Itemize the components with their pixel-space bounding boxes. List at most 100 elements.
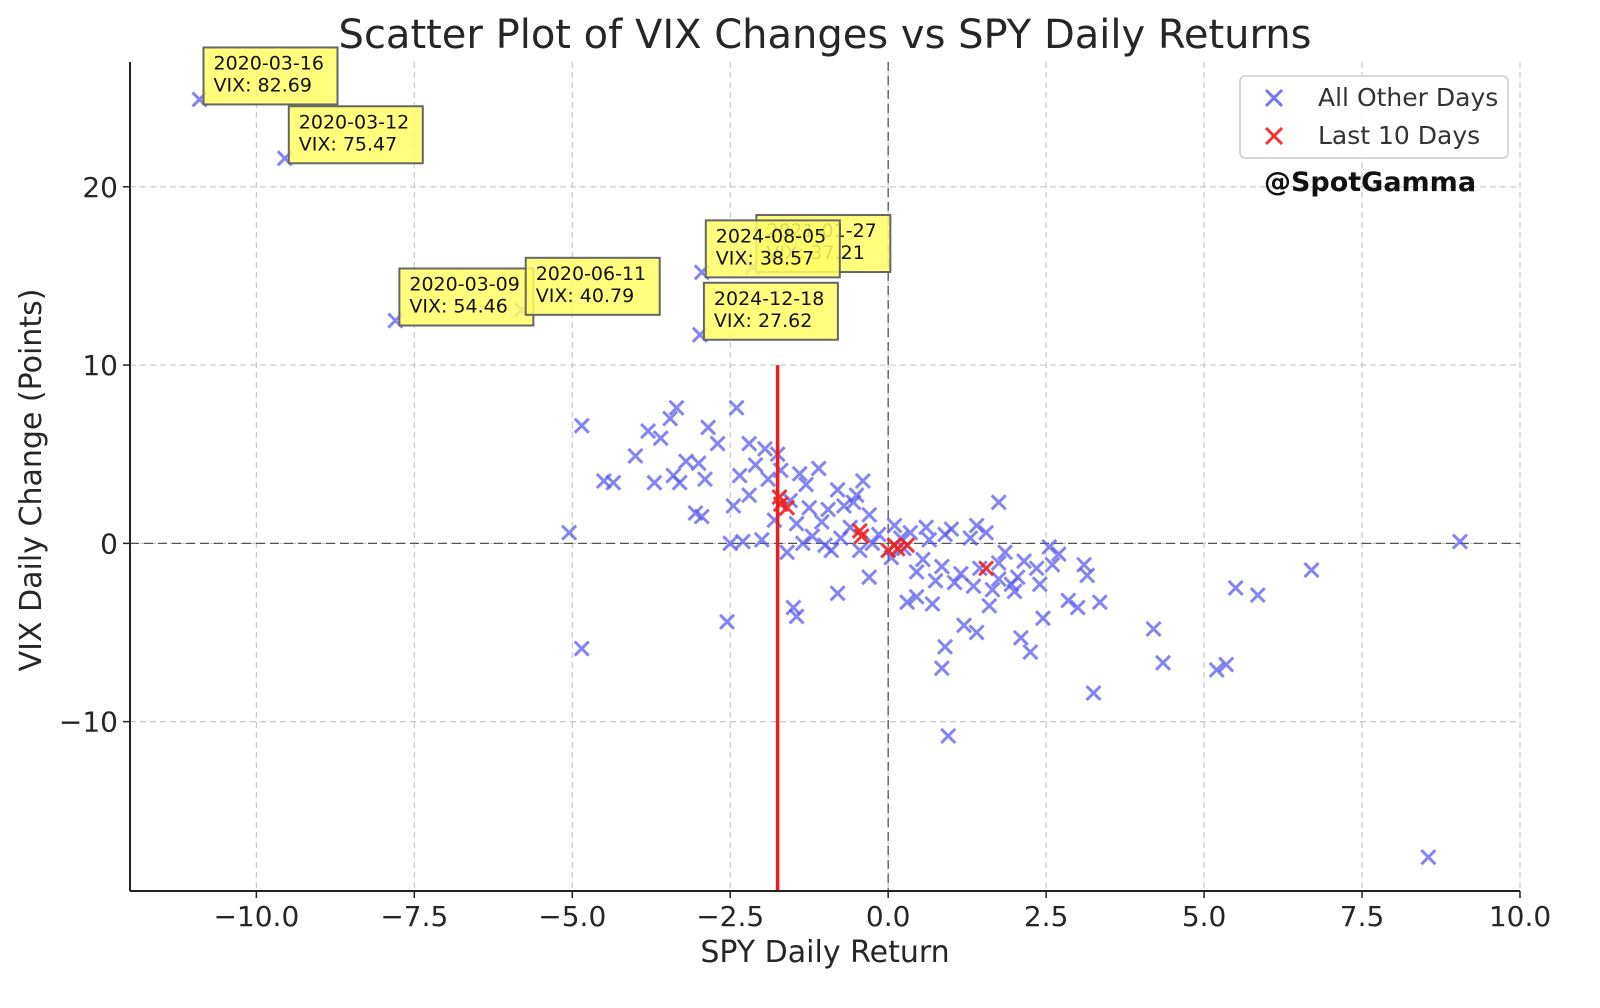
data-point-other <box>946 574 963 591</box>
x-axis-label: SPY Daily Return <box>700 935 949 970</box>
annotation-box <box>202 46 339 106</box>
data-point-other <box>1034 610 1052 627</box>
data-point-other <box>899 594 916 611</box>
data-point-other <box>779 544 796 561</box>
x-tick-label: 5.0 <box>1182 900 1227 933</box>
data-point-last-10 <box>899 537 916 554</box>
data-point-other <box>1022 644 1039 661</box>
data-point-other <box>741 435 758 452</box>
annotation-box <box>702 281 839 341</box>
data-point-other <box>728 399 745 416</box>
y-tick-label: 20 <box>82 171 118 204</box>
data-point-other <box>794 535 811 552</box>
x-tick-label: 10.0 <box>1489 900 1551 933</box>
data-point-other <box>1031 576 1048 593</box>
data-point-other <box>984 581 1001 598</box>
data-point-other <box>791 465 808 482</box>
data-point-other <box>810 460 827 477</box>
x-tick-label: −7.5 <box>380 900 448 933</box>
data-point-other <box>1041 538 1058 555</box>
data-point-other <box>908 588 925 605</box>
data-point-other <box>719 613 736 630</box>
data-point-other <box>813 513 830 531</box>
data-point-other <box>918 519 935 536</box>
data-point-other <box>816 537 834 554</box>
annotation-box <box>524 256 661 316</box>
data-point-other <box>864 535 881 552</box>
data-point-other <box>851 542 868 559</box>
legend: All Other Days Last 10 Days <box>1239 75 1509 159</box>
legend-box <box>1239 75 1509 159</box>
data-point-other <box>902 524 919 541</box>
data-point-other <box>965 578 982 595</box>
data-point-other <box>835 497 853 514</box>
data-point-other <box>861 506 878 523</box>
annotation-vix: VIX: 54.46 <box>409 296 507 318</box>
annotation-date: 2020-06-11 <box>536 263 646 285</box>
data-point-other <box>990 554 1007 572</box>
data-point-other <box>908 563 925 580</box>
legend-label-last-10-days: Last 10 Days <box>1318 121 1480 150</box>
data-point-other <box>1060 592 1077 609</box>
y-tick-label: 0 <box>100 527 118 560</box>
data-point-other <box>921 531 938 548</box>
annotation-date: 2020-03-09 <box>409 274 519 296</box>
data-point-other <box>978 524 995 541</box>
data-point-other <box>756 440 774 457</box>
data-point-other <box>1075 556 1093 573</box>
data-point-other <box>640 422 657 440</box>
data-point-last-10 <box>889 540 906 557</box>
data-point-other <box>668 399 685 416</box>
annotation-date: 2024-08-05 <box>716 225 826 247</box>
data-point-other <box>981 597 998 614</box>
x-tick-label: −5.0 <box>538 900 606 933</box>
data-point-last-10 <box>853 528 870 545</box>
data-point-other <box>1012 629 1029 646</box>
annotation-box <box>704 219 841 279</box>
data-point-other <box>933 660 950 677</box>
data-point-other <box>927 572 944 589</box>
data-point-other <box>968 517 985 534</box>
y-axis-ticks: −10 0 10 20 <box>59 171 130 739</box>
data-point-other <box>788 608 805 625</box>
data-point-other <box>845 494 862 511</box>
data-point-other <box>652 430 669 447</box>
data-point-other <box>646 474 663 491</box>
legend-label-all-other-days: All Other Days <box>1318 83 1498 112</box>
y-axis-label: VIX Daily Change (Points) <box>14 289 49 672</box>
data-point-other <box>801 499 818 516</box>
data-point-other <box>709 435 726 452</box>
data-point-last-10 <box>978 560 995 577</box>
annotation-vix: VIX: 82.69 <box>214 74 312 96</box>
data-point-other <box>741 487 758 504</box>
data-point-other <box>1069 599 1086 616</box>
data-point-other <box>1303 562 1320 579</box>
data-point-other <box>760 471 777 488</box>
annotation-date: 2024-12-18 <box>714 288 824 310</box>
watermark-spotgamma: @SpotGamma <box>1264 167 1476 198</box>
data-point-other <box>573 640 590 657</box>
chart-title: Scatter Plot of VIX Changes vs SPY Daily… <box>339 12 1312 58</box>
data-point-other <box>797 476 815 493</box>
data-point-other <box>940 727 957 744</box>
data-point-other <box>820 501 837 518</box>
data-point-other <box>1085 685 1102 702</box>
data-point-other <box>1091 594 1108 611</box>
annotation-vix: VIX: 75.47 <box>299 133 397 155</box>
x-tick-label: 2.5 <box>1024 900 1069 933</box>
data-point-other <box>1028 560 1045 577</box>
data-point-other <box>943 521 960 538</box>
data-point-other <box>952 565 969 582</box>
axes <box>129 62 1520 892</box>
data-point-other <box>829 481 846 498</box>
data-point-other <box>861 569 878 586</box>
data-point-other <box>968 624 985 641</box>
data-point-other <box>1050 545 1067 563</box>
